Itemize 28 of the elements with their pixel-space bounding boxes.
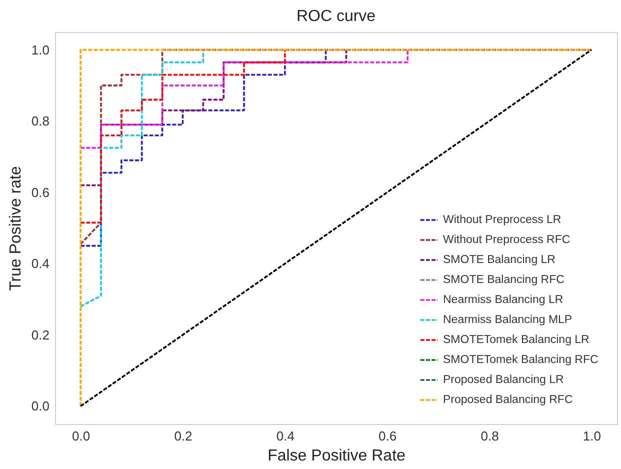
- x-tick-label: 0.8: [480, 428, 499, 444]
- x-tick-label: 1.0: [582, 428, 601, 444]
- y-tick-label: 0.0: [31, 398, 50, 414]
- x-axis-title: False Positive Rate: [268, 448, 406, 464]
- legend-label: Proposed Balancing LR: [443, 374, 564, 386]
- legend-label: Proposed Balancing RFC: [443, 394, 573, 406]
- legend-label: SMOTE Balancing RFC: [443, 274, 564, 286]
- legend-label: Without Preprocess RFC: [443, 234, 570, 246]
- legend-label: Nearmiss Balancing LR: [443, 294, 564, 306]
- x-tick-label: 0.6: [378, 428, 397, 444]
- legend-label: SMOTETomek Balancing LR: [443, 334, 590, 346]
- y-tick-label: 1.0: [31, 42, 50, 58]
- x-tick-label: 0.0: [72, 428, 90, 444]
- legend-label: SMOTETomek Balancing RFC: [443, 354, 598, 366]
- legend-label: Nearmiss Balancing MLP: [443, 314, 572, 326]
- line-series: [80, 48, 286, 224]
- y-tick-label: 0.2: [31, 327, 50, 342]
- chart-title: ROC curve: [296, 8, 376, 25]
- line-series: [80, 48, 408, 149]
- y-axis-title: True Positive rate: [7, 166, 24, 291]
- legend-label: SMOTE Balancing LR: [443, 254, 556, 266]
- y-tick-label: 0.4: [31, 256, 50, 272]
- y-tick-label: 0.8: [31, 114, 50, 129]
- x-tick-label: 0.2: [174, 428, 192, 444]
- legend-label: Without Preprocess LR: [443, 214, 562, 226]
- line-series: [80, 48, 204, 308]
- x-tick-label: 0.4: [276, 428, 294, 444]
- y-tick-label: 0.6: [31, 184, 50, 200]
